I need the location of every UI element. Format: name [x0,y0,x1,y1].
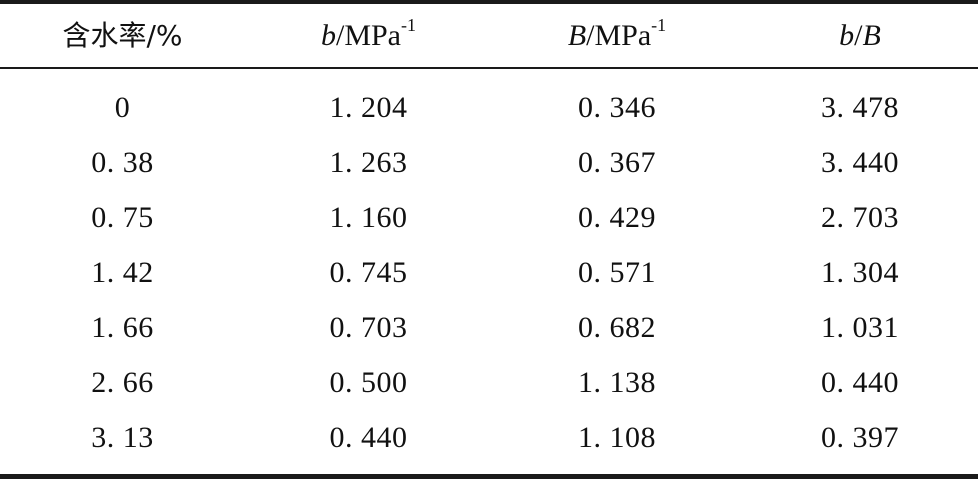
cell-moisture: 1. 66 [91,311,154,344]
cell-moisture: 0. 75 [91,201,154,234]
table-row: 2. 66 0. 500 1. 138 0. 440 [0,355,978,410]
header-B-symbol: B [567,19,587,52]
table-header-rule [0,67,978,69]
table-top-rule [0,0,978,4]
cell-moisture: 0 [114,91,131,124]
cell-B: 1. 138 [578,366,656,399]
table-row: 3. 13 0. 440 1. 108 0. 397 [0,410,978,465]
header-ratio-separator: / [854,19,863,52]
cell-B: 0. 571 [578,256,656,289]
cell-B: 0. 346 [578,91,656,124]
cell-moisture: 2. 66 [91,366,154,399]
cell-B: 1. 108 [578,421,656,454]
cell-ratio: 3. 478 [821,91,899,124]
cell-B: 0. 367 [578,146,656,179]
header-b-unit: /MPa [335,19,401,52]
table-header-row: 含水率/% b/MPa-1 B/MPa-1 b/B [0,8,978,64]
header-moisture-content: 含水率/% [0,8,245,64]
header-moisture-content-label: 含水率/% [62,19,183,52]
header-ratio-numerator: b [839,19,855,52]
cell-ratio: 1. 031 [821,311,899,344]
cell-ratio: 3. 440 [821,146,899,179]
table-body: 0 1. 204 0. 346 3. 478 0. 38 1. 263 0. 3… [0,80,978,465]
cell-b: 1. 263 [329,146,408,179]
cell-b: 0. 500 [329,366,408,399]
cell-ratio: 0. 440 [821,366,899,399]
table-row: 1. 66 0. 703 0. 682 1. 031 [0,300,978,355]
cell-b: 0. 745 [329,256,408,289]
table-row: 1. 42 0. 745 0. 571 1. 304 [0,245,978,300]
cell-B: 0. 682 [578,311,656,344]
header-B-unit: /MPa [586,19,652,52]
cell-b: 0. 440 [329,421,408,454]
header-b-exponent: -1 [401,15,416,35]
cell-b: 1. 204 [329,91,408,124]
header-ratio: b/B [742,8,978,64]
header-B-parameter: B/MPa-1 [492,8,742,64]
header-b-symbol: b [320,19,336,52]
table-row: 0. 75 1. 160 0. 429 2. 703 [0,190,978,245]
cell-B: 0. 429 [578,201,656,234]
cell-b: 1. 160 [329,201,408,234]
cell-moisture: 1. 42 [91,256,154,289]
table-bottom-rule [0,474,978,479]
cell-ratio: 2. 703 [821,201,899,234]
header-b-parameter: b/MPa-1 [245,8,492,64]
table-row: 0 1. 204 0. 346 3. 478 [0,80,978,135]
cell-ratio: 1. 304 [821,256,899,289]
header-ratio-denominator: B [862,19,881,52]
cell-ratio: 0. 397 [821,421,899,454]
cell-moisture: 3. 13 [91,421,154,454]
cell-moisture: 0. 38 [91,146,154,179]
cell-b: 0. 703 [329,311,408,344]
table-row: 0. 38 1. 263 0. 367 3. 440 [0,135,978,190]
header-B-exponent: -1 [651,15,667,35]
